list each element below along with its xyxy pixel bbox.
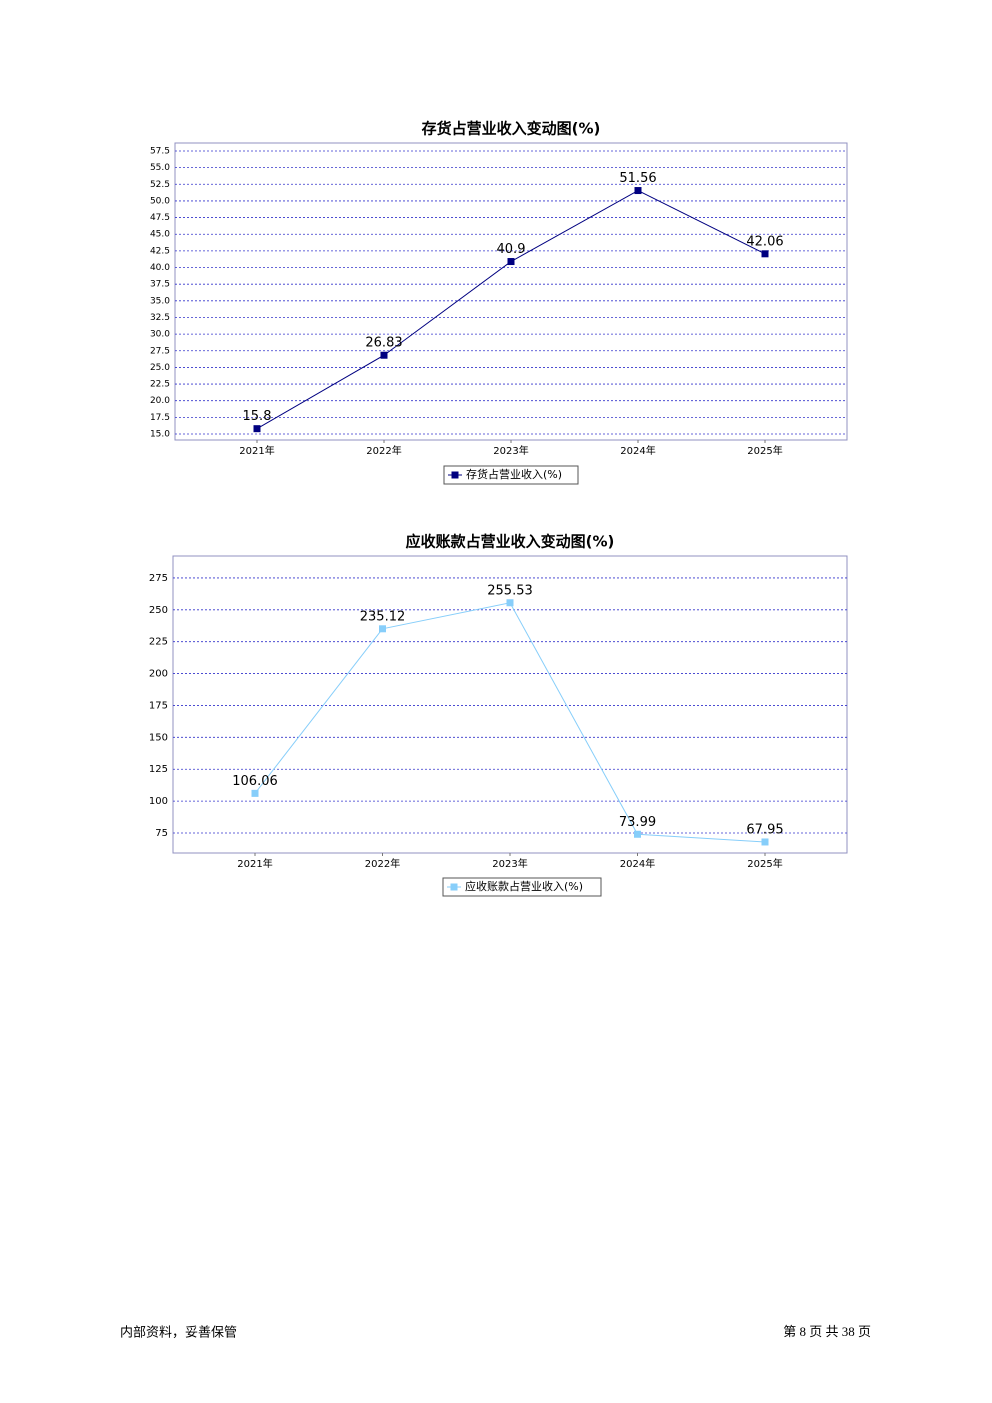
x-tick-label: 2025年 xyxy=(747,444,782,457)
legend-label: 存货占营业收入(%) xyxy=(466,467,562,481)
y-tick-label: 50.0 xyxy=(150,196,170,206)
legend-box xyxy=(442,877,602,897)
data-point xyxy=(251,789,259,797)
y-tick-label: 225 xyxy=(149,637,168,648)
y-tick-label: 35.0 xyxy=(150,296,170,306)
data-point xyxy=(506,599,514,607)
y-tick-label: 15.0 xyxy=(150,430,170,440)
y-tick-label: 100 xyxy=(149,796,168,807)
data-label: 40.9 xyxy=(497,242,526,257)
y-tick-label: 42.5 xyxy=(150,246,170,256)
y-tick-label: 27.5 xyxy=(150,346,170,356)
data-point xyxy=(634,830,641,838)
y-tick-label: 200 xyxy=(149,669,168,680)
x-tick-label: 2025年 xyxy=(747,857,782,870)
y-tick-label: 30.0 xyxy=(150,330,170,340)
y-tick-label: 125 xyxy=(149,764,168,775)
y-tick-label: 17.5 xyxy=(150,413,170,423)
data-label: 67.95 xyxy=(746,822,783,837)
y-tick-label: 75 xyxy=(155,828,168,839)
y-tick-label: 150 xyxy=(149,732,168,743)
y-tick-label: 47.5 xyxy=(150,213,170,223)
y-tick-label: 250 xyxy=(149,605,168,616)
data-label: 73.99 xyxy=(619,815,656,830)
chart-title: 存货占营业收入变动图(%) xyxy=(422,120,601,138)
data-point xyxy=(380,351,388,359)
x-tick-label: 2021年 xyxy=(237,857,272,870)
y-tick-label: 40.0 xyxy=(150,263,170,273)
x-tick-label: 2024年 xyxy=(620,444,655,457)
data-label: 42.06 xyxy=(746,234,783,249)
y-tick-label: 52.5 xyxy=(150,180,170,190)
y-tick-label: 57.5 xyxy=(150,146,170,156)
y-tick-label: 275 xyxy=(149,573,168,584)
data-point xyxy=(761,250,769,258)
legend-marker xyxy=(450,883,458,891)
x-tick-label: 2023年 xyxy=(493,444,528,457)
x-tick-label: 2023年 xyxy=(492,857,527,870)
plot-area xyxy=(174,142,848,441)
y-tick-label: 55.0 xyxy=(150,163,170,173)
data-point xyxy=(253,425,261,433)
data-point xyxy=(507,258,515,266)
data-point xyxy=(379,625,386,633)
legend-marker xyxy=(451,471,459,479)
chart-title: 应收账款占营业收入变动图(%) xyxy=(406,533,615,551)
legend-label: 应收账款占营业收入(%) xyxy=(465,879,583,893)
data-label: 235.12 xyxy=(360,609,406,624)
y-tick-label: 175 xyxy=(149,700,168,711)
x-tick-label: 2024年 xyxy=(620,857,655,870)
y-tick-label: 22.5 xyxy=(150,380,170,390)
data-label: 255.53 xyxy=(487,583,533,598)
x-tick-label: 2022年 xyxy=(366,444,401,457)
data-label: 106.06 xyxy=(232,774,278,789)
x-tick-label: 2022年 xyxy=(365,857,400,870)
y-tick-label: 45.0 xyxy=(150,230,170,240)
y-tick-label: 25.0 xyxy=(150,363,170,373)
footer-page: 第 8 页 共 38 页 xyxy=(783,1324,871,1339)
legend-box xyxy=(443,465,579,485)
data-point xyxy=(761,838,769,846)
y-tick-label: 37.5 xyxy=(150,280,170,290)
data-label: 15.8 xyxy=(243,409,272,424)
data-point xyxy=(634,187,642,195)
y-tick-label: 20.0 xyxy=(150,396,170,406)
footer-note: 内部资料，妥善保管 xyxy=(120,1325,237,1341)
y-tick-label: 32.5 xyxy=(150,313,170,323)
data-label: 26.83 xyxy=(365,336,402,351)
x-tick-label: 2021年 xyxy=(239,444,274,457)
data-label: 51.56 xyxy=(619,171,656,186)
